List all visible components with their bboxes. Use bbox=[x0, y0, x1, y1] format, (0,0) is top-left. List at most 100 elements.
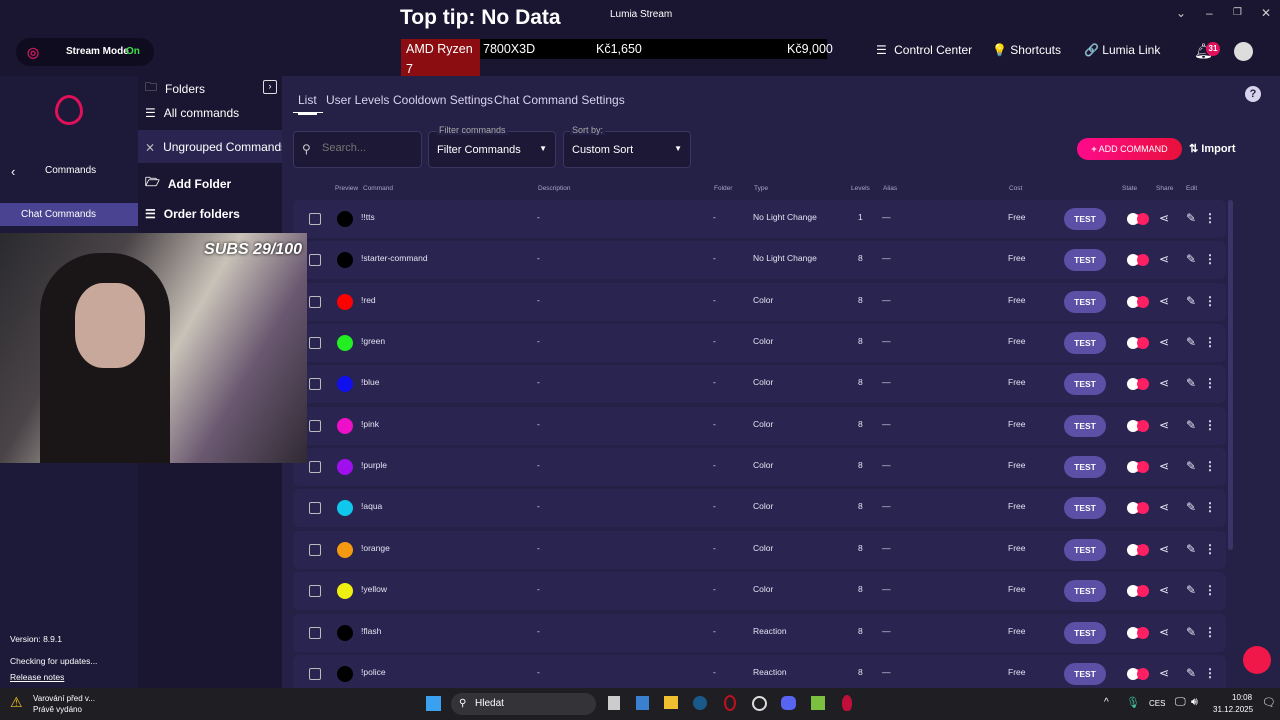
tab-cooldown-settings[interactable]: Cooldown Settings bbox=[393, 93, 494, 107]
volume-icon[interactable]: 🔊︎ bbox=[1191, 696, 1198, 708]
maximize-button[interactable]: ❐ bbox=[1233, 7, 1242, 18]
android-icon[interactable] bbox=[811, 696, 825, 710]
clock-time[interactable]: 10:08 bbox=[1232, 693, 1253, 702]
state-toggle[interactable] bbox=[1127, 254, 1149, 267]
edit-icon[interactable]: ✎ bbox=[1186, 417, 1197, 432]
tray-chevron-icon[interactable]: ^ bbox=[1104, 697, 1109, 708]
test-button[interactable]: TEST bbox=[1064, 332, 1106, 355]
command-name[interactable]: !police bbox=[361, 666, 386, 677]
state-toggle[interactable] bbox=[1127, 543, 1149, 556]
task-view-icon[interactable] bbox=[608, 696, 620, 710]
state-toggle[interactable] bbox=[1127, 419, 1149, 432]
back-button[interactable]: ‹ bbox=[11, 164, 16, 179]
more-icon[interactable]: ⋮ bbox=[1204, 500, 1216, 515]
add-folder-button[interactable]: 🗁 Add Folder bbox=[145, 173, 231, 194]
minimize-button[interactable]: – bbox=[1206, 6, 1213, 20]
test-button[interactable]: TEST bbox=[1064, 497, 1106, 520]
state-toggle[interactable] bbox=[1127, 337, 1149, 350]
edit-icon[interactable]: ✎ bbox=[1186, 665, 1197, 680]
state-toggle[interactable] bbox=[1127, 585, 1149, 598]
more-icon[interactable]: ⋮ bbox=[1204, 541, 1216, 556]
test-button[interactable]: TEST bbox=[1064, 456, 1106, 479]
search-input[interactable]: ⚲ bbox=[293, 131, 422, 168]
row-checkbox[interactable] bbox=[309, 378, 321, 391]
test-button[interactable]: TEST bbox=[1064, 208, 1106, 230]
shortcuts-button[interactable]: 💡 Shortcuts bbox=[992, 43, 1061, 57]
command-name[interactable]: !aqua bbox=[361, 501, 383, 512]
row-checkbox[interactable] bbox=[309, 626, 321, 639]
command-name[interactable]: !yellow bbox=[361, 584, 387, 595]
row-checkbox[interactable] bbox=[309, 502, 321, 515]
more-icon[interactable]: ⋮ bbox=[1204, 459, 1216, 474]
discord-icon[interactable] bbox=[781, 696, 796, 710]
add-command-button[interactable]: + ADD COMMAND bbox=[1077, 138, 1182, 160]
edit-icon[interactable]: ✎ bbox=[1186, 459, 1197, 474]
more-icon[interactable]: ⋮ bbox=[1204, 293, 1216, 308]
share-icon[interactable]: ⋖ bbox=[1159, 459, 1170, 474]
obs-icon[interactable] bbox=[752, 696, 767, 711]
notification-title[interactable]: Varování před v... bbox=[33, 694, 95, 703]
order-folders-button[interactable]: ☰ Order folders bbox=[145, 207, 240, 221]
folder-ungrouped[interactable] bbox=[138, 130, 282, 163]
notifications-icon[interactable]: 🗨︎ bbox=[1262, 697, 1276, 709]
row-checkbox[interactable] bbox=[309, 337, 321, 350]
store-icon[interactable] bbox=[636, 696, 649, 710]
share-icon[interactable]: ⋖ bbox=[1159, 252, 1170, 267]
share-icon[interactable]: ⋖ bbox=[1159, 417, 1170, 432]
more-icon[interactable]: ⋮ bbox=[1204, 252, 1216, 267]
chat-bubble-button[interactable] bbox=[1243, 646, 1271, 674]
test-button[interactable]: TEST bbox=[1064, 621, 1106, 644]
test-button[interactable]: TEST bbox=[1064, 373, 1106, 396]
more-icon[interactable]: ⋮ bbox=[1204, 665, 1216, 680]
network-icon[interactable]: 🖵︎ bbox=[1175, 696, 1186, 708]
import-button[interactable]: ⇅ Import bbox=[1189, 142, 1236, 155]
share-icon[interactable]: ⋖ bbox=[1159, 665, 1170, 680]
edit-icon[interactable]: ✎ bbox=[1186, 211, 1197, 225]
more-icon[interactable]: ⋮ bbox=[1204, 624, 1216, 639]
edit-icon[interactable]: ✎ bbox=[1186, 500, 1197, 515]
edit-icon[interactable]: ✎ bbox=[1186, 335, 1197, 350]
taskbar-search[interactable]: ⚲ Hledat bbox=[451, 693, 596, 715]
test-button[interactable]: TEST bbox=[1064, 249, 1106, 272]
test-button[interactable]: TEST bbox=[1064, 414, 1106, 437]
command-name[interactable]: !!tts bbox=[361, 212, 375, 222]
close-button[interactable]: ✕ bbox=[1261, 6, 1272, 20]
more-icon[interactable]: ⋮ bbox=[1204, 335, 1216, 350]
edit-icon[interactable]: ✎ bbox=[1186, 624, 1197, 639]
row-checkbox[interactable] bbox=[309, 585, 321, 598]
avatar[interactable] bbox=[1234, 42, 1253, 61]
command-name[interactable]: !red bbox=[361, 294, 376, 305]
tab-chat-command-settings[interactable]: Chat Command Settings bbox=[494, 93, 625, 107]
command-name[interactable]: !starter-command bbox=[361, 253, 428, 264]
control-center-button[interactable]: ☰ Control Center bbox=[876, 43, 972, 57]
scrollbar[interactable] bbox=[1228, 200, 1233, 550]
edit-icon[interactable]: ✎ bbox=[1186, 583, 1197, 598]
stream-mode-toggle[interactable]: ◎ Stream Mode On bbox=[16, 38, 154, 66]
share-icon[interactable]: ⋖ bbox=[1159, 211, 1170, 225]
share-icon[interactable]: ⋖ bbox=[1159, 624, 1170, 639]
row-checkbox[interactable] bbox=[309, 295, 321, 308]
help-icon[interactable]: ? bbox=[1245, 86, 1261, 102]
filter-commands-select[interactable]: Filter commands Filter Commands ▼ bbox=[428, 125, 556, 168]
share-icon[interactable]: ⋖ bbox=[1159, 541, 1170, 556]
share-icon[interactable]: ⋖ bbox=[1159, 583, 1170, 598]
share-icon[interactable]: ⋖ bbox=[1159, 293, 1170, 308]
release-notes-link[interactable]: Release notes bbox=[10, 672, 65, 682]
command-name[interactable]: !blue bbox=[361, 377, 380, 388]
state-toggle[interactable] bbox=[1127, 461, 1149, 474]
state-toggle[interactable] bbox=[1127, 502, 1149, 515]
column-header-command[interactable]: Command bbox=[363, 185, 393, 192]
minimize-button[interactable]: ⌄ bbox=[1176, 6, 1187, 20]
command-name[interactable]: !pink bbox=[361, 418, 379, 429]
test-button[interactable]: TEST bbox=[1064, 538, 1106, 561]
test-button[interactable]: TEST bbox=[1064, 580, 1106, 603]
row-checkbox[interactable] bbox=[309, 254, 321, 267]
microphone-icon[interactable]: 🎙︎ bbox=[1126, 697, 1140, 709]
row-checkbox[interactable] bbox=[309, 419, 321, 432]
sidebar-item-chat-commands[interactable]: Chat Commands bbox=[0, 203, 138, 226]
windows-start-icon[interactable] bbox=[426, 696, 441, 711]
language-indicator[interactable]: CES bbox=[1149, 699, 1166, 708]
command-name[interactable]: !flash bbox=[361, 625, 382, 636]
opera-icon[interactable] bbox=[724, 695, 736, 711]
file-explorer-icon[interactable] bbox=[664, 696, 678, 709]
